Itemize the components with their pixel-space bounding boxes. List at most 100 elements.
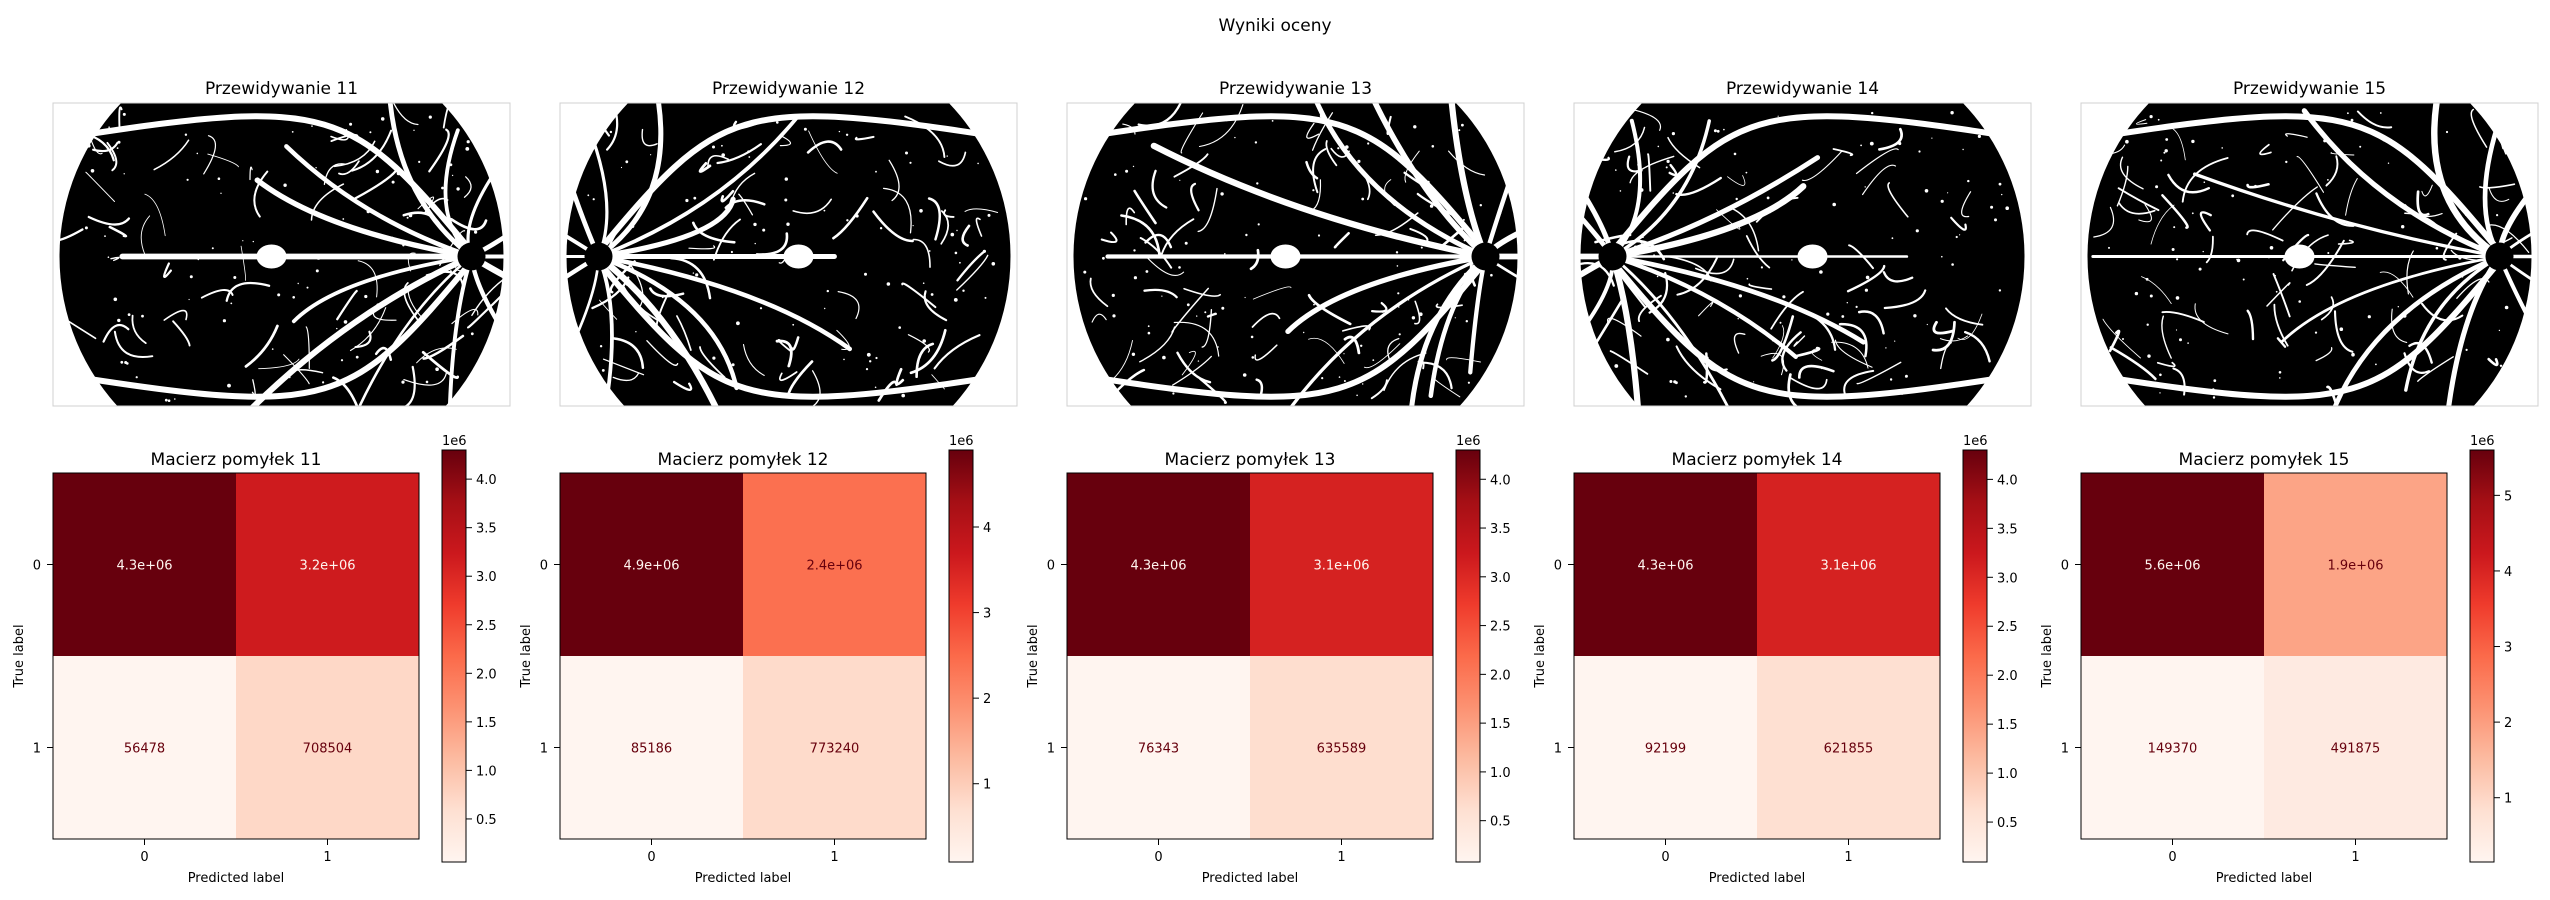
colorbar-tick-label: 1.0	[1490, 766, 1511, 781]
vessel-minor	[1834, 339, 1873, 368]
cell-value-label: 635589	[1317, 742, 1367, 757]
vessel-speckle	[2487, 227, 2491, 231]
cell-value-label: 56478	[124, 742, 165, 757]
colorbar-tick-label: 2.0	[476, 667, 497, 682]
vessel-minor	[904, 115, 946, 159]
vessel-minor	[1629, 155, 1675, 184]
colorbar-tick-label: 1.5	[476, 716, 497, 731]
vessel-minor	[909, 328, 947, 375]
vessel-minor	[1950, 216, 1967, 231]
vessel-minor	[1745, 235, 1771, 269]
vessel-minor	[1252, 286, 1292, 300]
prediction-title: Przewidywanie 12	[712, 79, 865, 99]
vessel-minor	[403, 372, 447, 386]
vessel-speckle	[1383, 278, 1387, 281]
vessel-speckle	[1891, 237, 1894, 240]
vessel-minor	[1416, 192, 1453, 216]
vessel-speckle	[349, 122, 353, 126]
vessel-speckle	[630, 224, 635, 228]
vessel-minor	[2325, 155, 2339, 187]
vessel-speckle	[1184, 241, 1188, 245]
x-tick-label: 1	[1337, 850, 1345, 865]
vessel-minor	[1197, 187, 1218, 233]
vessel-minor	[144, 193, 166, 237]
colorbar-tick-label: 5	[2504, 489, 2512, 504]
x-tick-label: 1	[830, 850, 838, 865]
vessel-speckle	[340, 359, 344, 362]
vessel-minor	[1325, 140, 1338, 167]
confusion-matrix-11: Macierz pomyłek 11 4.3e+06 3.2e+06 56478 708…	[12, 434, 497, 886]
vessel-minor	[1961, 191, 1972, 218]
vessel-speckle	[1463, 272, 1468, 277]
colorbar	[1455, 449, 1481, 863]
vessel-speckle	[1898, 141, 1902, 146]
vessel-minor	[1862, 164, 1897, 196]
vessel-speckle	[2179, 338, 2182, 342]
vessel-speckle	[583, 119, 586, 122]
vessel-speckle	[1419, 312, 1423, 317]
vessel-speckle	[1947, 192, 1949, 194]
matrix-cell	[236, 473, 419, 656]
vessel-speckle	[1959, 234, 1961, 236]
vessel-speckle	[1615, 169, 1617, 171]
vessel-minor	[1249, 248, 1260, 271]
colorbar-tick-label: 2.5	[1997, 620, 2018, 635]
vessel-speckle	[1962, 148, 1964, 151]
x-tick-label: 1	[1844, 850, 1852, 865]
vessel-minor	[872, 210, 914, 243]
x-axis-label: Predicted label	[695, 871, 792, 886]
vessel-minor	[775, 339, 793, 368]
vessel-speckle	[1820, 367, 1823, 370]
vessel-speckle	[487, 345, 491, 349]
vessel-speckle	[2212, 396, 2216, 399]
vessel-speckle	[184, 133, 188, 136]
vessel-minor	[1144, 255, 1185, 276]
vessel-speckle	[2347, 112, 2349, 115]
vessel-speckle	[1967, 179, 1970, 183]
vessel-minor	[428, 128, 450, 173]
vessel-speckle	[901, 393, 905, 398]
vessel-speckle	[1161, 295, 1163, 297]
vessel-minor	[244, 324, 279, 368]
vessel-minor	[92, 141, 119, 153]
vessel-speckle	[1733, 152, 1737, 156]
cell-value-label: 3.1e+06	[1820, 559, 1876, 574]
vessel-minor	[402, 211, 441, 225]
vessel-speckle	[2382, 138, 2386, 142]
vessel-minor	[140, 215, 151, 257]
vessel-speckle	[2231, 194, 2235, 198]
vessel-speckle	[1147, 331, 1151, 335]
y-tick-label: 0	[1554, 559, 1562, 574]
vessel-major	[387, 103, 474, 259]
vessel-speckle	[2510, 375, 2513, 378]
vessel-minor	[927, 197, 942, 241]
vessel-minor	[2276, 337, 2287, 348]
vessel-minor	[591, 276, 630, 310]
vessel-minor	[1255, 378, 1264, 398]
vessel-speckle	[2451, 195, 2455, 199]
vessel-speckle	[1669, 380, 1673, 383]
vessel-speckle	[1616, 120, 1619, 123]
cell-value-label: 491875	[2331, 742, 2381, 757]
vessel-speckle	[402, 244, 405, 247]
vessel-speckle	[391, 180, 395, 184]
vessel-minor	[2138, 204, 2152, 223]
vessel-speckle	[2465, 348, 2468, 351]
vessel-minor	[1668, 163, 1678, 177]
vessel-minor	[357, 260, 378, 298]
vessel-speckle	[2378, 376, 2380, 379]
vessel-speckle	[2389, 138, 2393, 143]
vessel-minor	[688, 245, 716, 250]
prediction-title: Przewidywanie 13	[1219, 79, 1372, 99]
vessel-speckle	[1147, 325, 1150, 328]
vessel-minor	[2246, 309, 2255, 341]
vessel-minor	[1206, 312, 1217, 318]
vessel-speckle	[2504, 305, 2509, 310]
vessel-major	[469, 230, 510, 259]
fovea-spot	[2284, 244, 2315, 269]
vessel-speckle	[1397, 292, 1400, 295]
vessel-speckle	[2267, 255, 2271, 259]
vessel-speckle	[953, 298, 958, 302]
vessel-speckle	[692, 272, 695, 274]
